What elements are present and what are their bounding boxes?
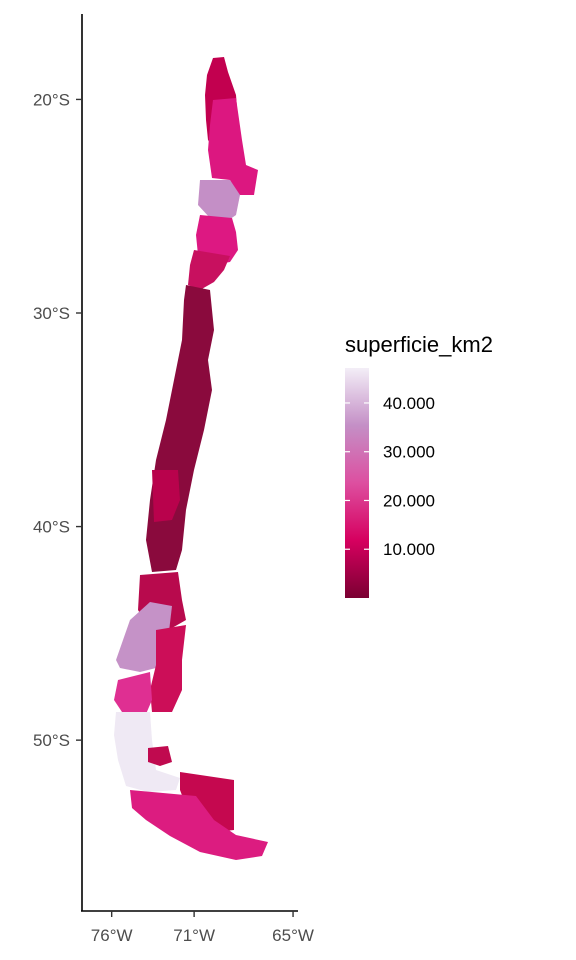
- region-atacama: [188, 250, 230, 290]
- region-magallanes-west: [114, 712, 180, 792]
- legend-label: 10.000: [383, 540, 435, 559]
- chile-regions-map: [114, 57, 268, 860]
- legend-title: superficie_km2: [345, 332, 493, 357]
- legend-ticks: 40.000 30.000 20.000 10.000: [345, 394, 435, 559]
- region-magallanes-east: [180, 772, 234, 832]
- region-tarapaca-east: [208, 98, 258, 195]
- region-aysen-south: [114, 672, 152, 714]
- x-ticks: 76°W 71°W 65°W: [91, 911, 314, 945]
- legend-label: 20.000: [383, 491, 435, 510]
- x-tick-label: 65°W: [272, 926, 314, 945]
- x-tick-label: 76°W: [91, 926, 133, 945]
- region-central-chile: [146, 285, 214, 572]
- y-ticks: 20°S 30°S 40°S 50°S: [33, 90, 82, 750]
- y-tick-label: 20°S: [33, 90, 70, 109]
- legend: superficie_km2 40.000 30.000 20.000 10.000: [345, 332, 493, 598]
- y-tick-label: 30°S: [33, 304, 70, 323]
- y-tick-label: 50°S: [33, 731, 70, 750]
- region-tierra-del-fuego: [130, 790, 268, 860]
- region-araucania-patch: [152, 470, 180, 522]
- legend-colorbar: [345, 368, 369, 598]
- x-tick-label: 71°W: [173, 926, 215, 945]
- axes: 20°S 30°S 40°S 50°S 76°W 71°W 65°W: [33, 14, 314, 945]
- legend-label: 30.000: [383, 443, 435, 462]
- legend-label: 40.000: [383, 394, 435, 413]
- y-tick-label: 40°S: [33, 518, 70, 537]
- region-magallanes-patch: [148, 746, 172, 766]
- region-antofagasta-light: [198, 180, 240, 222]
- region-aysen-east: [150, 625, 186, 712]
